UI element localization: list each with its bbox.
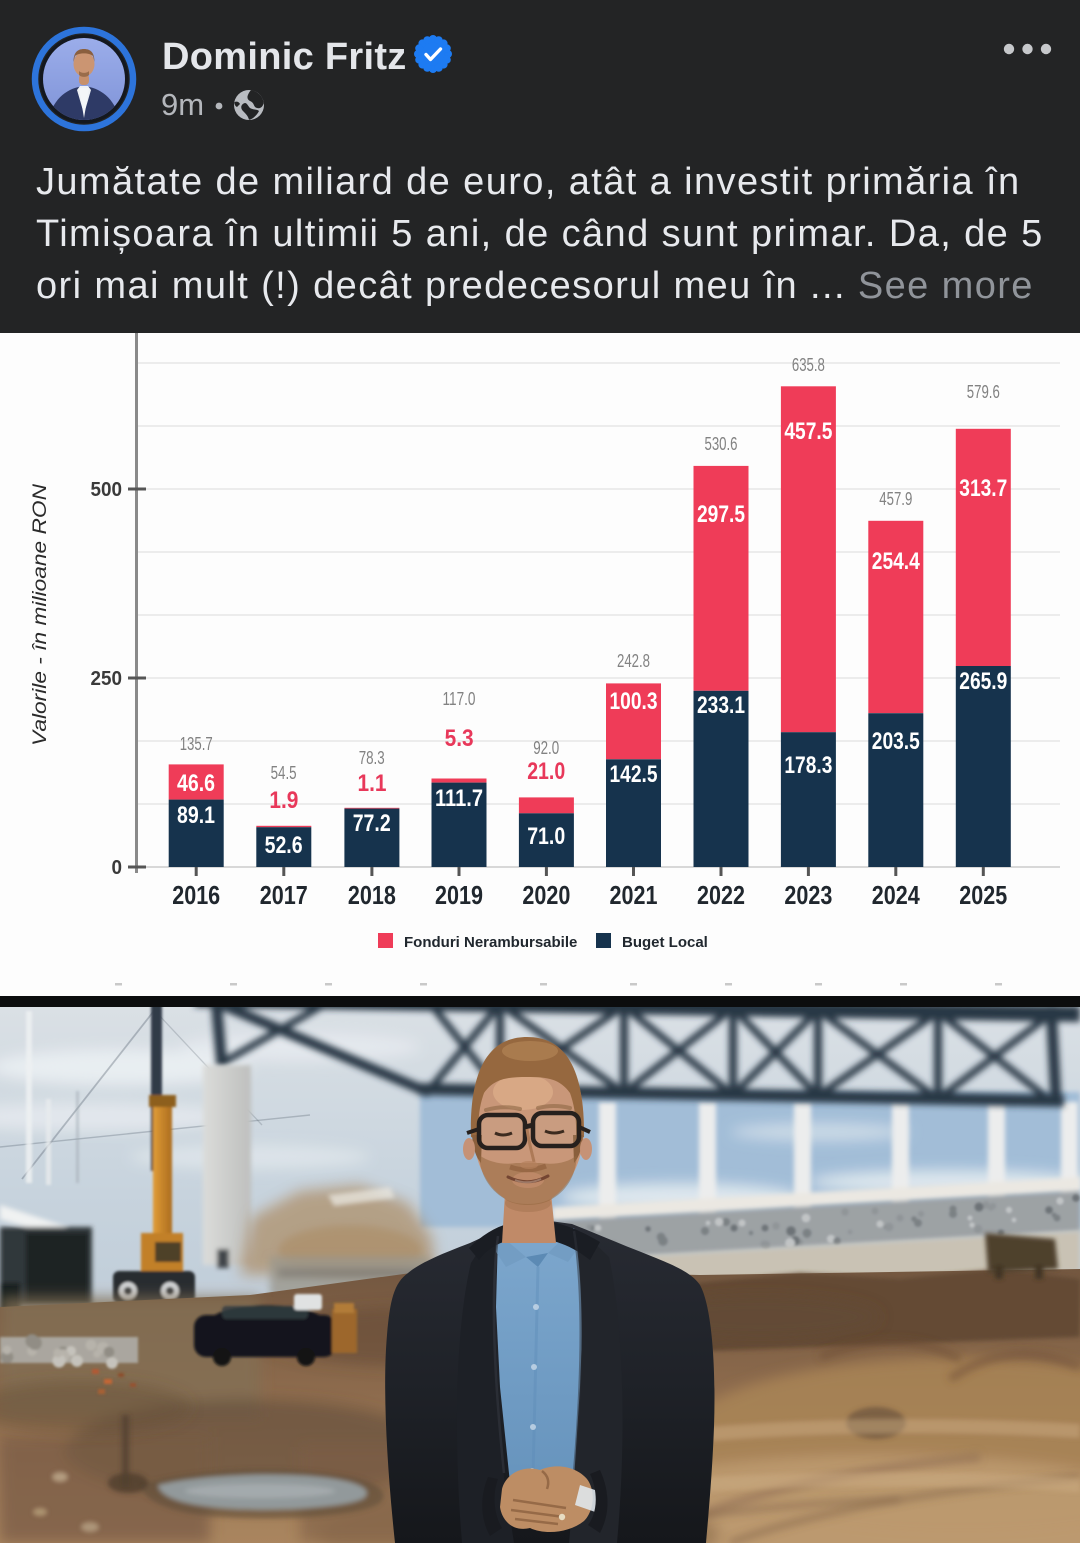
svg-text:Fonduri Nerambursabile: Fonduri Nerambursabile <box>404 934 577 951</box>
svg-text:178.3: 178.3 <box>784 752 832 779</box>
svg-text:1.1: 1.1 <box>358 770 387 797</box>
svg-text:Valorile - în milioane RON: Valorile - în milioane RON <box>30 484 51 746</box>
svg-text:2017: 2017 <box>260 880 308 910</box>
svg-text:77.2: 77.2 <box>353 810 391 837</box>
svg-text:5.3: 5.3 <box>445 725 474 752</box>
svg-text:2025: 2025 <box>959 880 1007 910</box>
svg-text:250: 250 <box>91 668 123 690</box>
svg-text:635.8: 635.8 <box>792 355 825 375</box>
svg-text:203.5: 203.5 <box>872 728 920 755</box>
svg-text:111.7: 111.7 <box>435 785 483 812</box>
svg-text:2023: 2023 <box>784 880 832 910</box>
svg-text:54.5: 54.5 <box>271 763 297 783</box>
svg-text:579.6: 579.6 <box>967 382 1000 402</box>
svg-text:254.4: 254.4 <box>872 548 921 575</box>
svg-text:71.0: 71.0 <box>527 823 565 850</box>
svg-text:530.6: 530.6 <box>705 434 738 454</box>
svg-text:135.7: 135.7 <box>180 734 213 754</box>
svg-text:2022: 2022 <box>697 880 745 910</box>
svg-text:2024: 2024 <box>872 880 920 910</box>
svg-text:2020: 2020 <box>522 880 570 910</box>
svg-text:313.7: 313.7 <box>959 475 1007 502</box>
svg-text:500: 500 <box>91 479 123 501</box>
svg-text:297.5: 297.5 <box>697 501 745 528</box>
svg-text:0: 0 <box>112 857 123 879</box>
svg-text:92.0: 92.0 <box>533 738 559 758</box>
svg-text:117.0: 117.0 <box>443 689 476 709</box>
svg-text:21.0: 21.0 <box>527 758 565 785</box>
svg-text:233.1: 233.1 <box>697 692 745 719</box>
svg-text:242.8: 242.8 <box>617 651 650 671</box>
svg-text:2021: 2021 <box>610 880 658 910</box>
svg-text:78.3: 78.3 <box>359 748 385 768</box>
svg-text:265.9: 265.9 <box>959 668 1007 695</box>
svg-text:1.9: 1.9 <box>269 787 298 814</box>
svg-text:100.3: 100.3 <box>610 688 658 715</box>
svg-text:Buget Local: Buget Local <box>622 934 708 951</box>
svg-text:46.6: 46.6 <box>177 770 215 797</box>
svg-text:457.9: 457.9 <box>879 489 912 509</box>
svg-text:2016: 2016 <box>172 880 220 910</box>
svg-text:142.5: 142.5 <box>610 761 658 788</box>
svg-text:2018: 2018 <box>348 880 396 910</box>
svg-text:89.1: 89.1 <box>177 802 215 829</box>
svg-text:52.6: 52.6 <box>265 832 303 859</box>
svg-text:457.5: 457.5 <box>784 418 832 445</box>
svg-text:2019: 2019 <box>435 880 483 910</box>
